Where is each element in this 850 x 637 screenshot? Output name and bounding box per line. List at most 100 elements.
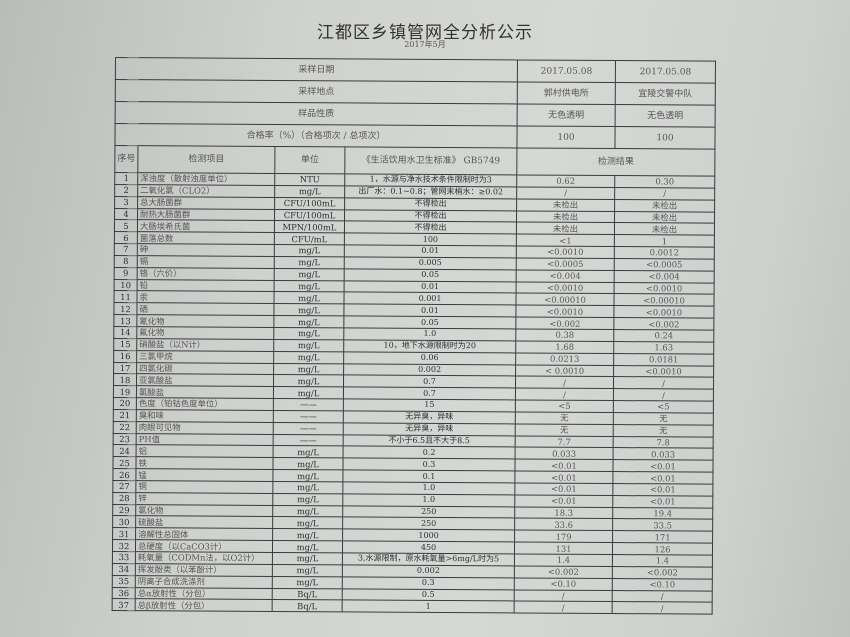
standard-limit: 0.3	[342, 458, 516, 472]
standard-limit: 0.002	[343, 363, 516, 377]
unit: Bq/L	[272, 588, 343, 601]
test-item: 铜	[135, 480, 273, 494]
result-1: <0.0005	[516, 257, 615, 271]
result-2: 未检出	[614, 199, 715, 212]
column-header-item: 检测项目	[137, 145, 275, 174]
row-number: 12	[113, 302, 137, 315]
test-item: 浑浊度（散射浊度单位）	[137, 172, 275, 186]
result-1: <0.002	[515, 317, 614, 330]
header-value-2: 无色透明	[615, 104, 716, 128]
row-number: 33	[112, 551, 136, 564]
row-number: 35	[112, 575, 136, 588]
row-number: 28	[112, 492, 136, 505]
row-number: 6	[114, 231, 138, 244]
row-number: 11	[113, 290, 138, 303]
result-2: 0.0012	[614, 246, 715, 260]
test-item: 大肠埃希氏菌	[137, 220, 275, 233]
result-1: 0.38	[515, 328, 614, 342]
result-1: 0.0213	[515, 352, 614, 366]
unit: mg/L	[274, 244, 345, 257]
unit: mg/L	[273, 327, 344, 340]
result-2: <0.01	[612, 483, 713, 496]
header-label: 合格率（%）（合格项次 / 总项次）	[114, 123, 518, 148]
result-2: 未检出	[614, 222, 715, 236]
standard-limit: 0.5	[342, 588, 515, 602]
result-2: <0.002	[613, 317, 714, 331]
test-item: 硒	[136, 302, 274, 316]
test-item: 锌	[135, 492, 273, 506]
result-1: <0.10	[514, 577, 613, 591]
result-2: <0.01	[612, 459, 714, 473]
row-number: 9	[114, 267, 138, 280]
header-value-1: 无色透明	[517, 103, 616, 127]
result-1: <0.0010	[515, 305, 615, 318]
row-number: 1	[114, 172, 138, 185]
result-1: /	[514, 601, 613, 614]
result-1: 7.7	[515, 435, 614, 448]
unit: mg/L	[273, 339, 344, 352]
result-1: /	[515, 376, 614, 389]
test-item: 氰化物	[136, 314, 274, 328]
unit: Bq/L	[272, 599, 343, 613]
result-1: 0.62	[516, 174, 615, 188]
result-2: 1.63	[613, 341, 714, 354]
standard-limit: 不得检出	[344, 197, 517, 211]
unit: ——	[273, 422, 344, 435]
row-number: 13	[113, 314, 137, 327]
result-2: 126	[612, 542, 713, 556]
column-header-no: 序号	[114, 145, 138, 173]
test-item: 总硬度（以CaCO3计）	[135, 539, 273, 553]
result-2: 0.0181	[613, 353, 714, 366]
unit: mg/L	[273, 386, 344, 399]
row-number: 36	[112, 587, 136, 600]
test-item: 溶解性总固体	[135, 527, 273, 541]
row-number: 10	[114, 279, 138, 292]
unit: mg/L	[273, 291, 345, 305]
row-number: 34	[112, 563, 136, 576]
result-1: 无	[515, 411, 614, 425]
standard-limit: 100	[344, 233, 517, 247]
test-item: 锰	[135, 468, 273, 482]
result-1: 179	[514, 530, 613, 543]
standard-limit: 无异臭，异味	[343, 410, 516, 424]
result-1: <0.0010	[516, 246, 615, 259]
result-1: 18.3	[514, 506, 613, 520]
analysis-table: 采样日期 2017.05.08 2017.05.08 采样地点 郭村供电所 宜陵交警中队样…	[112, 57, 716, 615]
result-2: 无	[613, 412, 714, 425]
standard-limit: 1.0	[342, 481, 515, 495]
unit: CFU/100mL	[274, 209, 345, 222]
result-1: 1.4	[514, 553, 613, 567]
result-1: <0.01	[514, 494, 613, 508]
unit: MPN/100mL	[274, 220, 345, 234]
result-2: /	[612, 601, 713, 615]
result-2: <0.10	[612, 578, 713, 591]
standard-limit: 450	[342, 541, 515, 554]
result-1: /	[515, 388, 614, 401]
result-1: <5	[515, 399, 614, 413]
result-2: 1.4	[612, 554, 713, 568]
result-1: 0.033	[515, 447, 614, 460]
row-number: 15	[113, 338, 137, 351]
unit: mg/L	[272, 493, 343, 506]
test-item: 总β放射性（分包）	[135, 599, 273, 612]
test-item: 砷	[137, 243, 275, 257]
row-number: 37	[112, 598, 136, 611]
test-item: 阴离子合成洗涤剂	[135, 575, 273, 589]
unit: mg/L	[273, 315, 344, 328]
row-number: 16	[113, 350, 137, 363]
result-2: 0.24	[613, 329, 714, 342]
unit: mg/L	[272, 576, 343, 589]
result-2: 171	[612, 530, 713, 544]
standard-limit: 1.0	[342, 493, 515, 507]
row-number: 14	[113, 326, 137, 339]
result-2: 1	[614, 234, 715, 248]
unit: mg/L	[272, 469, 343, 482]
result-2: 未检出	[614, 211, 715, 224]
header-value-1: 2017.05.08	[517, 59, 616, 83]
standard-limit: 0.001	[343, 292, 517, 306]
standard-limit: 0.7	[343, 375, 516, 389]
result-1: <0.004	[516, 269, 615, 283]
standard-limit: 1.0	[343, 327, 516, 341]
result-2: <0.0010	[614, 282, 715, 295]
row-number: 5	[114, 219, 138, 232]
